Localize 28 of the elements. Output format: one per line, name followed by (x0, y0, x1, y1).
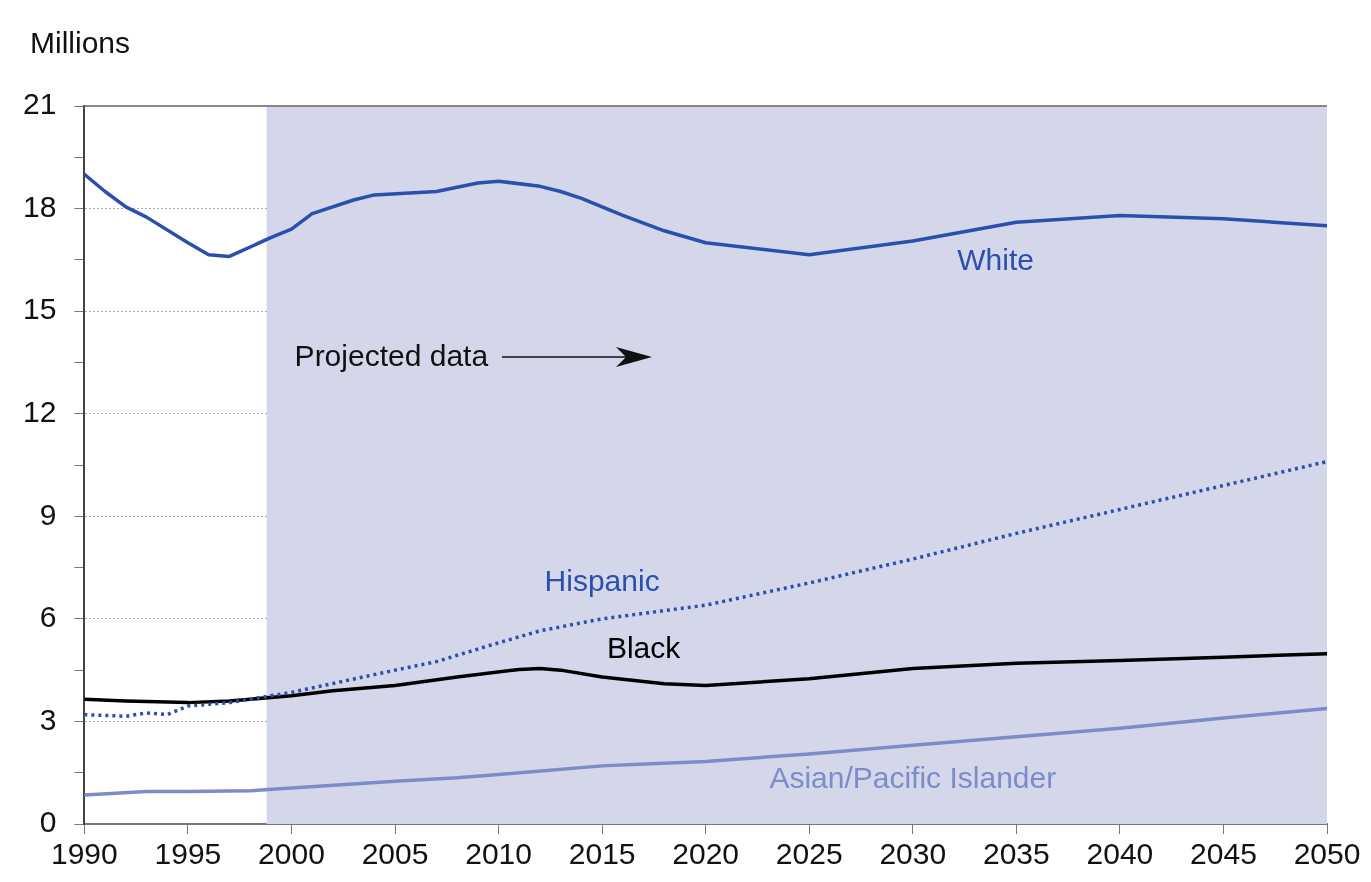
x-tick-label: 2045 (1190, 837, 1257, 871)
y-axis-title: Millions (30, 26, 131, 60)
x-tick-label: 2015 (568, 837, 636, 871)
x-tick-label: 2005 (361, 837, 429, 871)
x-tick-label: 1995 (154, 837, 222, 871)
x-tick-label: 1990 (50, 837, 118, 871)
line-series (84, 459, 1327, 719)
x-tick-label: 2030 (879, 837, 947, 871)
y-tick-label: 15 (22, 292, 57, 326)
series-label: Black (606, 630, 682, 664)
series-label: White (957, 243, 1034, 277)
y-tick-label: 3 (39, 702, 57, 736)
y-tick-label: 6 (39, 600, 57, 634)
band-label: Projected data (294, 338, 489, 372)
y-tick-label: 12 (22, 394, 57, 428)
series-label: Asian/Pacific Islander (769, 760, 1057, 794)
x-tick-label: 2025 (775, 837, 843, 871)
series-label: Hispanic (544, 564, 660, 598)
x-tick-label: 2020 (672, 837, 740, 871)
y-tick-label: 21 (22, 87, 57, 121)
y-tick-label: 18 (22, 189, 57, 223)
x-tick-label: 2050 (1293, 837, 1361, 871)
x-tick-label: 2010 (465, 837, 532, 871)
x-tick-label: 2035 (982, 837, 1050, 871)
y-tick-label: 0 (39, 805, 57, 839)
y-tick-label: 9 (39, 497, 57, 531)
x-tick-label: 2000 (258, 837, 325, 871)
x-tick-label: 2040 (1086, 837, 1154, 871)
